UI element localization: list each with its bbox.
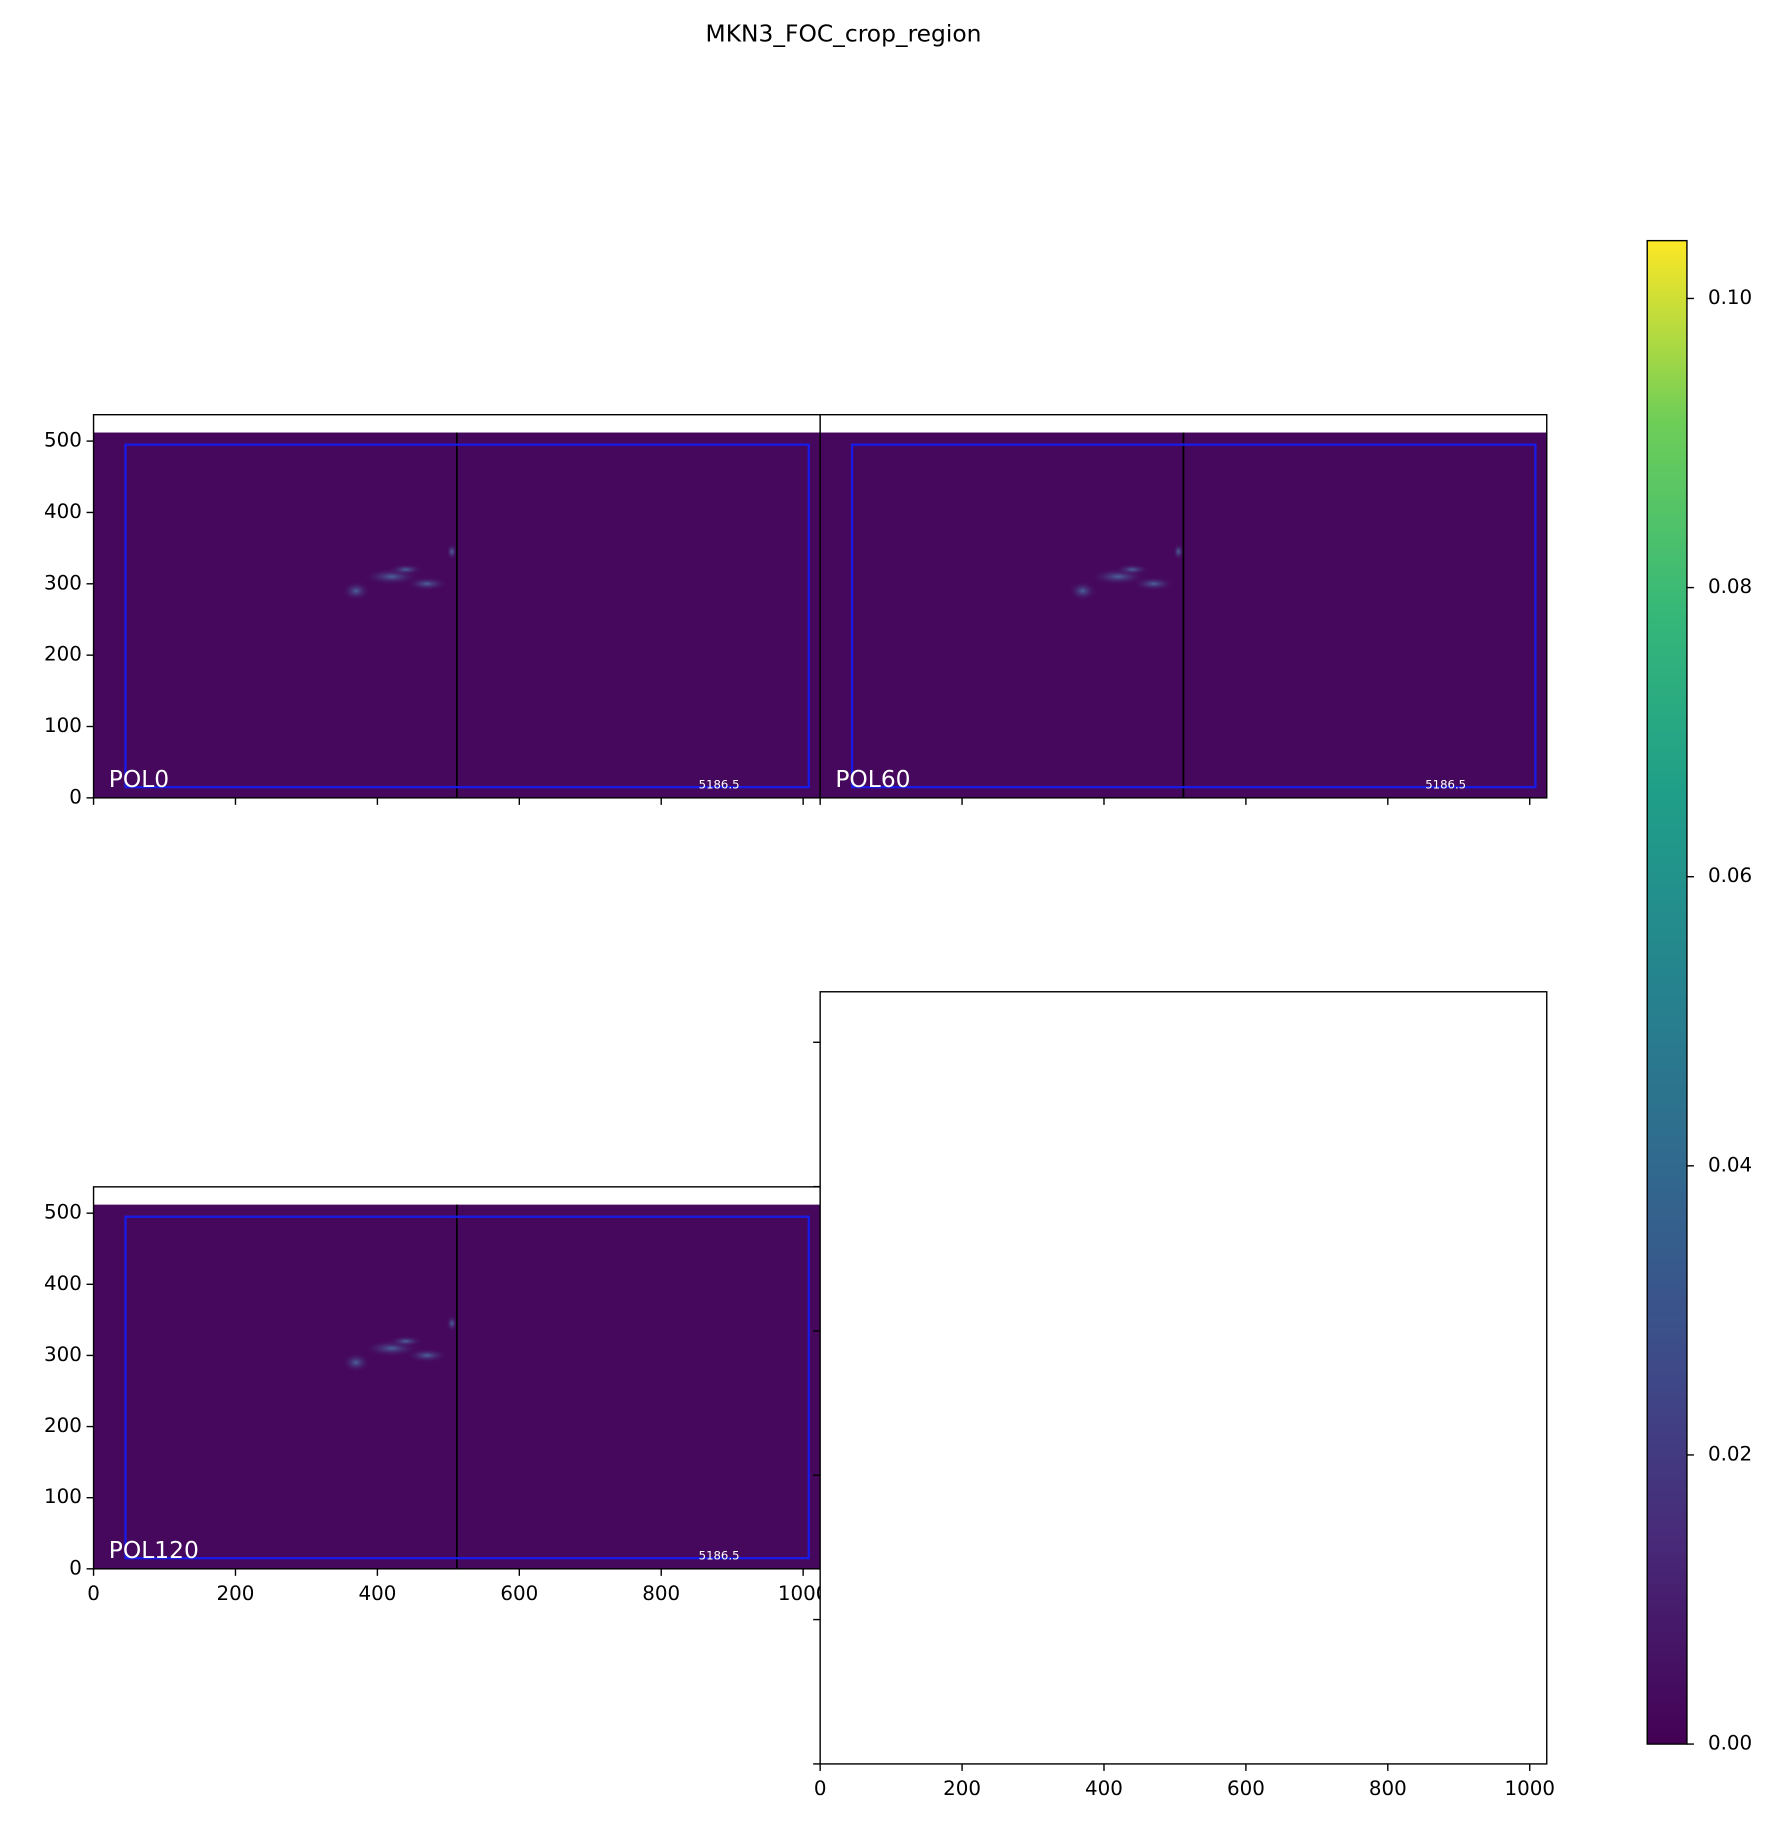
y-tick-label: 100 (44, 1485, 82, 1508)
axes-frame (819, 991, 1548, 1765)
panel-label: POL0 (109, 765, 169, 793)
y-tick-label: 200 (44, 643, 82, 666)
colorbar (1646, 239, 1688, 1745)
y-tick-label: 200 (44, 1414, 82, 1437)
exposure: 5186.5 (699, 778, 740, 792)
axes-frame (819, 413, 1548, 799)
y-tick-label: 0 (69, 785, 82, 808)
panel: POL120 FOC:X3MD0103R 5186.5 0 200 400 600 800 10… (44, 1186, 829, 1605)
panel: POL0 FOC:X3MD0101R 5186.5 0 100 200 300 400 500 (44, 413, 821, 808)
colorbar-tick-label: 0.10 (1708, 286, 1752, 309)
panel-label: POL60 (835, 765, 910, 793)
y-tick-label: 300 (44, 571, 82, 594)
emission (341, 1352, 371, 1373)
frame-id: FOC:X3MD0101R (109, 424, 190, 435)
x-tick-label: 400 (1085, 1777, 1123, 1800)
x-tick-label: 400 (358, 1582, 396, 1605)
exposure: 5186.5 (1425, 778, 1466, 792)
y-tick-label: 300 (44, 1343, 82, 1366)
crop-box (124, 443, 810, 789)
emission (405, 576, 449, 591)
emission (388, 563, 424, 576)
x-tick-label: 0 (814, 1777, 827, 1800)
x-tick-label: 200 (217, 1582, 255, 1605)
panel: POL60 FOC:X3MD0102R 5186.5 (819, 413, 1548, 805)
x-tick-label: 800 (642, 1582, 680, 1605)
colorbar-tick-label: 0.06 (1708, 864, 1752, 887)
colorbar-tick-label: 0.02 (1708, 1442, 1752, 1465)
x-tick-label: 200 (943, 1777, 981, 1800)
emission (446, 543, 458, 561)
exposure: 5186.5 (699, 1548, 740, 1562)
axes-background (820, 991, 1547, 1764)
y-tick-label: 100 (44, 714, 82, 737)
emission (341, 580, 371, 601)
emission (405, 1348, 449, 1363)
emission (1068, 580, 1097, 601)
emission (1132, 576, 1175, 591)
x-tick-label: 1000 (1504, 1777, 1555, 1800)
crop-box (124, 1215, 810, 1560)
panel: 0 200 400 600 800 1000 (813, 991, 1555, 1800)
emission (446, 1314, 458, 1332)
emission (1114, 563, 1151, 576)
y-tick-label: 0 (69, 1556, 82, 1579)
crop-box (850, 443, 1537, 789)
x-tick-label: 0 (87, 1582, 100, 1605)
figure-title: MKN3_FOC_crop_region (706, 20, 982, 48)
frame-id: FOC:X3MD0103R (109, 1196, 190, 1207)
frame-id: FOC:X3MD0102R (835, 424, 916, 435)
x-tick-label: 1000 (778, 1582, 829, 1605)
colorbar-tick-label: 0.08 (1708, 575, 1752, 598)
x-tick-label: 800 (1369, 1777, 1407, 1800)
y-tick-label: 400 (44, 1272, 82, 1295)
y-tick-label: 400 (44, 500, 82, 523)
emission (1172, 543, 1185, 561)
x-tick-label: 600 (1227, 1777, 1265, 1800)
y-tick-label: 500 (44, 1201, 82, 1224)
panel-label: POL120 (109, 1536, 199, 1564)
emission (388, 1335, 424, 1347)
y-tick-label: 500 (44, 429, 82, 452)
x-tick-label: 600 (500, 1582, 538, 1605)
colorbar-tick-label: 0.04 (1708, 1153, 1752, 1176)
colorbar-tick-label: 0.00 (1708, 1732, 1752, 1755)
